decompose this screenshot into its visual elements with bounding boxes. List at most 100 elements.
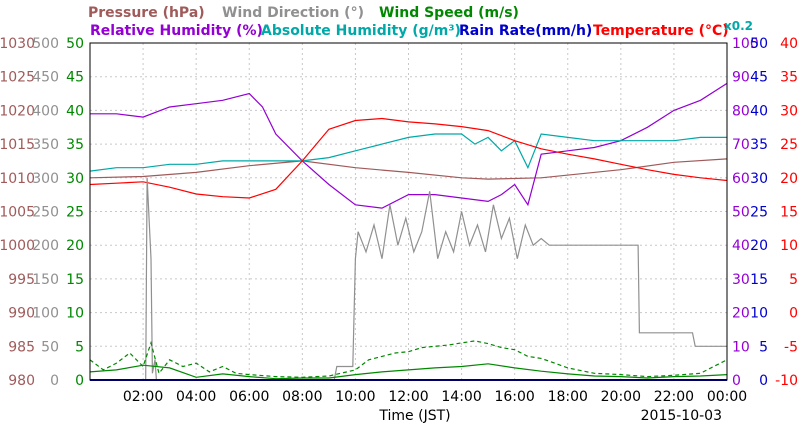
wind-speed-tick: 45	[66, 70, 84, 86]
temperature-tick: -10	[775, 373, 798, 389]
temperature-tick: -5	[784, 339, 798, 355]
pressure-tick: 1000	[0, 238, 35, 254]
series-rh	[90, 82, 728, 209]
x-tick: 22:00	[654, 389, 694, 405]
date-label: 2015-10-03	[641, 408, 722, 424]
pressure-tick: 1010	[0, 171, 35, 187]
x-axis-label: Time (JST)	[378, 408, 450, 424]
pressure-tick: 1030	[0, 36, 35, 52]
x-tick: 20:00	[601, 389, 641, 405]
wind-direction-tick: 150	[32, 272, 59, 288]
rain-rate-tick: 10	[750, 306, 768, 322]
wind-direction-tick: 450	[32, 70, 59, 86]
series-wspd	[89, 363, 728, 380]
wind-direction-tick: 400	[32, 103, 59, 119]
x-tick: 16:00	[494, 389, 534, 405]
legend-wind-direction: Wind Direction (°)	[222, 5, 364, 21]
temperature-tick: 15	[780, 205, 798, 221]
tick-labels: 9809859909951000100510101015102010251030…	[0, 36, 798, 405]
wind-direction-tick: 350	[32, 137, 59, 153]
pressure-tick: 985	[8, 339, 35, 355]
series-wgust	[89, 340, 728, 378]
rain-rate-tick: 15	[750, 272, 768, 288]
relative-humidity-tick: 60	[732, 171, 750, 187]
legend-rain-rate: Rain Rate(mm/h)	[459, 23, 592, 39]
series-pressure	[89, 158, 728, 180]
x-tick: 08:00	[282, 389, 322, 405]
relative-humidity-tick: 80	[732, 103, 750, 119]
temperature-tick: 0	[789, 306, 798, 322]
temperature-tick: 5	[789, 272, 798, 288]
wind-direction-tick: 200	[32, 238, 59, 254]
pressure-tick: 980	[8, 373, 35, 389]
temperature-tick: 10	[780, 238, 798, 254]
rain-rate-tick: 50	[750, 36, 768, 52]
pressure-tick: 995	[8, 272, 35, 288]
temperature-tick: 30	[780, 103, 798, 119]
wind-direction-tick: 100	[32, 306, 59, 322]
relative-humidity-tick: 0	[732, 373, 741, 389]
legend-absolute-humidity: Absolute Humidity (g/m³)	[261, 23, 461, 39]
x-tick: 00:00	[707, 389, 747, 405]
wind-speed-tick: 5	[75, 339, 84, 355]
wind-speed-tick: 10	[66, 306, 84, 322]
temperature-tick: 20	[780, 171, 798, 187]
pressure-tick: 1005	[0, 205, 35, 221]
temperature-tick: 25	[780, 137, 798, 153]
wind-speed-tick: 30	[66, 171, 84, 187]
relative-humidity-tick: 30	[732, 272, 750, 288]
wind-speed-tick: 15	[66, 272, 84, 288]
pressure-tick: 990	[8, 306, 35, 322]
relative-humidity-tick: 40	[732, 238, 750, 254]
wind-direction-tick: 250	[32, 205, 59, 221]
x-tick: 14:00	[441, 389, 481, 405]
temperature-tick: 35	[780, 70, 798, 86]
relative-humidity-tick: 100	[732, 36, 759, 52]
x-tick: 12:00	[388, 389, 428, 405]
series-ah	[89, 133, 727, 172]
wind-speed-tick: 35	[66, 137, 84, 153]
pressure-tick: 1020	[0, 103, 35, 119]
rain-rate-tick: 20	[750, 238, 768, 254]
wind-speed-tick: 40	[66, 103, 84, 119]
legend-relative-humidity: Relative Humidity (%)	[90, 23, 263, 39]
rain-rate-tick: 0	[759, 373, 768, 389]
relative-humidity-tick: 70	[732, 137, 750, 153]
legend-wind-speed: Wind Speed (m/s)	[379, 5, 519, 21]
grid	[90, 43, 728, 380]
wind-speed-tick: 0	[75, 373, 84, 389]
pressure-tick: 1025	[0, 70, 35, 86]
scale-note: x0.2	[724, 19, 753, 33]
rain-rate-tick: 35	[750, 137, 768, 153]
x-tick: 02:00	[123, 389, 163, 405]
wind-direction-tick: 50	[41, 339, 59, 355]
rain-rate-tick: 30	[750, 171, 768, 187]
wind-direction-tick: 0	[50, 373, 59, 389]
legend-pressure: Pressure (hPa)	[88, 5, 205, 21]
series-temp	[89, 117, 728, 199]
x-tick: 18:00	[548, 389, 588, 405]
relative-humidity-tick: 90	[732, 70, 750, 86]
temperature-tick: 40	[780, 36, 798, 52]
relative-humidity-tick: 10	[732, 339, 750, 355]
rain-rate-tick: 5	[759, 339, 768, 355]
wind-speed-tick: 50	[66, 36, 84, 52]
rain-rate-tick: 40	[750, 103, 768, 119]
series-layer	[89, 82, 728, 381]
pressure-tick: 1015	[0, 137, 35, 153]
x-tick: 06:00	[229, 389, 269, 405]
x-tick: 04:00	[176, 389, 216, 405]
rain-rate-tick: 45	[750, 70, 768, 86]
relative-humidity-tick: 50	[732, 205, 750, 221]
relative-humidity-tick: 20	[732, 306, 750, 322]
rain-rate-tick: 25	[750, 205, 768, 221]
plot-frame	[89, 42, 728, 381]
wind-speed-tick: 20	[66, 238, 84, 254]
legend: Pressure (hPa) Wind Direction (°) Wind S…	[88, 5, 753, 39]
wind-direction-tick: 300	[32, 171, 59, 187]
wind-speed-tick: 25	[66, 205, 84, 221]
legend-temperature: Temperature (°C)	[593, 23, 729, 39]
x-tick: 10:00	[335, 389, 375, 405]
wind-direction-tick: 500	[32, 36, 59, 52]
